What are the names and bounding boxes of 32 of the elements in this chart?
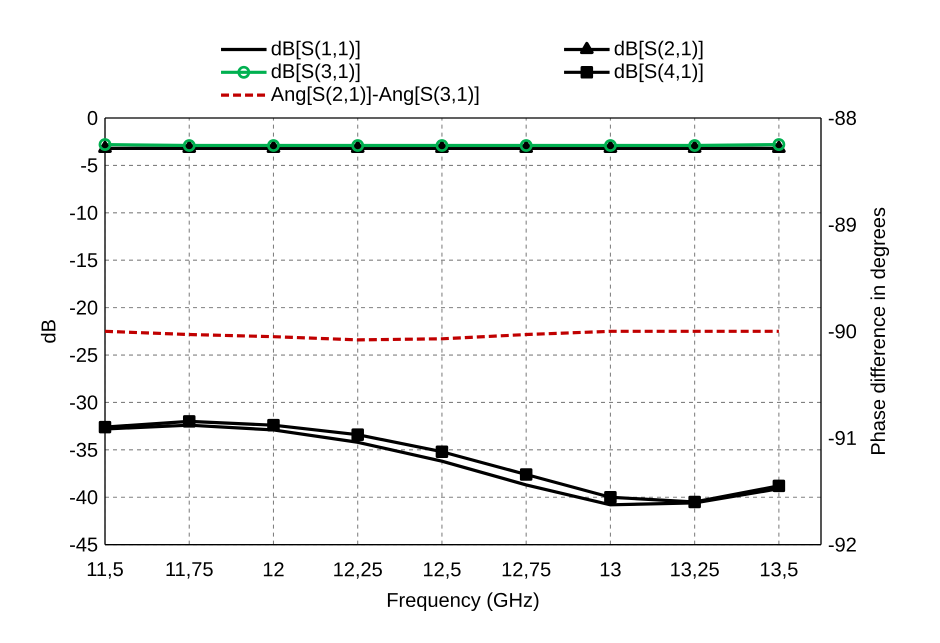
y-tick-label: 0 (88, 111, 98, 126)
y-tick-label: -5 (81, 158, 98, 173)
x-tick-label: 12 (264, 562, 284, 576)
x-tick-label: 12,5 (424, 562, 461, 579)
x-tick-label: 13,25 (671, 562, 719, 579)
legend-label: dB[S(4,1)] (614, 64, 702, 82)
y-tick-label: -40 (70, 490, 98, 504)
y-tick-label: -45 (70, 538, 98, 552)
y-tick-label: -30 (70, 396, 98, 410)
y-tick-label: -25 (70, 348, 98, 362)
y2-tick-label: -91 (828, 431, 856, 446)
x-tick-label: 13,5 (760, 562, 798, 579)
y-tick-label: -35 (70, 442, 98, 458)
x-tick-label: 11,75 (166, 562, 213, 579)
y-tick-label: -20 (70, 300, 98, 315)
legend-label: dB[S(1,1)] (272, 40, 360, 60)
legend-label: Ang[S(2,1)]-Ang[S(3,1)] (270, 86, 478, 106)
legend-label: dB[S(2,1)] (614, 40, 702, 60)
x-tick-label: 13 (600, 562, 621, 577)
y-tick-label: -10 (70, 206, 98, 220)
y2-axis-title: Phase difference in degrees (870, 208, 890, 454)
x-tick-label: 12,75 (502, 562, 550, 579)
x-tick-label: 12,25 (334, 562, 382, 579)
legend-label: dB[S(3,1)] (272, 64, 360, 82)
y2-tick-label: -90 (828, 324, 856, 339)
x-tick-label: 11,5 (88, 562, 123, 579)
y2-tick-label: -88 (828, 111, 856, 126)
y2-tick-label: -89 (828, 218, 856, 232)
y-tick-label: -15 (70, 253, 98, 268)
y-axis-title: dB (40, 320, 56, 343)
y2-tick-label: -92 (828, 538, 856, 552)
x-axis-title: Frequency (GHz) (388, 592, 538, 612)
